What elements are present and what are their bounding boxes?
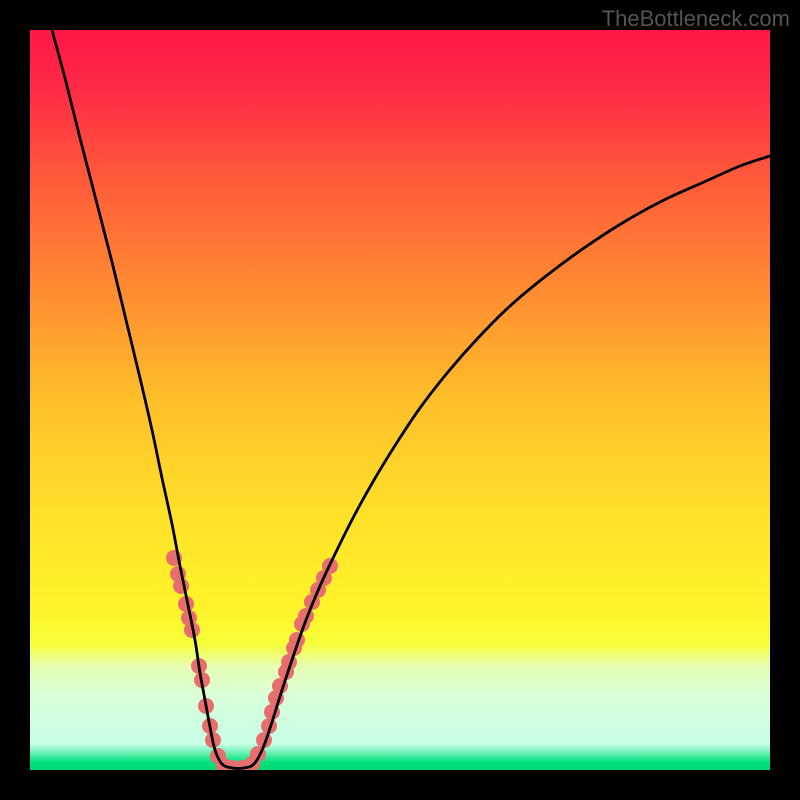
bottleneck-chart — [0, 0, 800, 800]
frame-border — [0, 770, 800, 800]
plot-background — [30, 30, 770, 770]
chart-root: TheBottleneck.com — [0, 0, 800, 800]
frame-border — [0, 0, 30, 800]
watermark-text: TheBottleneck.com — [602, 6, 790, 32]
frame-border — [770, 0, 800, 800]
